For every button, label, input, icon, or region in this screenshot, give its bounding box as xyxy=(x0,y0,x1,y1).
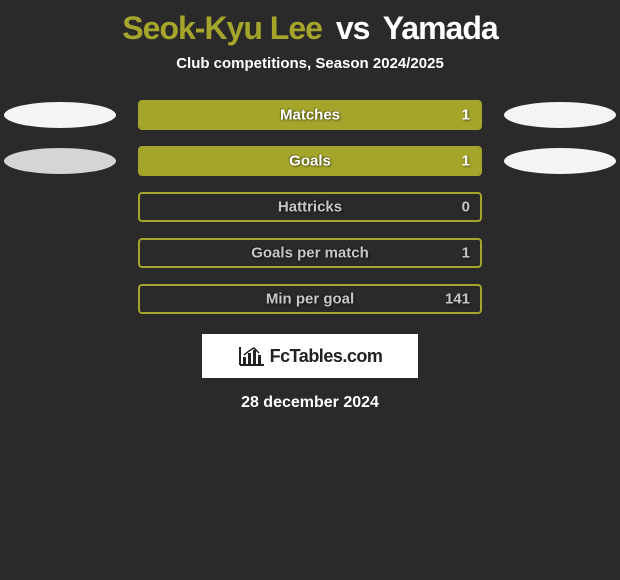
stat-value-right: 1 xyxy=(462,153,470,170)
stats-rows: Matches 1 Goals 1 Hattricks 0 Goals per match 1… xyxy=(0,100,620,314)
page-title: Seok-Kyu Lee vs Yamada xyxy=(122,10,497,47)
stat-bar: Goals 1 xyxy=(138,146,482,176)
stat-row: Matches 1 xyxy=(0,100,620,130)
subtitle: Club competitions, Season 2024/2025 xyxy=(176,55,444,72)
stat-value-right: 1 xyxy=(462,107,470,124)
comparison-widget: Seok-Kyu Lee vs Yamada Club competitions… xyxy=(0,0,620,412)
stat-value-right: 141 xyxy=(445,291,470,308)
stat-label: Goals xyxy=(289,153,331,170)
vs-separator: vs xyxy=(336,10,370,46)
stat-row: Min per goal 141 xyxy=(0,284,620,314)
stat-value-right: 0 xyxy=(462,199,470,216)
stat-value-right: 1 xyxy=(462,245,470,262)
bar-chart-icon xyxy=(238,345,266,367)
stat-bar: Hattricks 0 xyxy=(138,192,482,222)
stat-row: Goals per match 1 xyxy=(0,238,620,268)
left-ellipse xyxy=(4,102,116,128)
stat-label: Hattricks xyxy=(278,199,342,216)
right-ellipse xyxy=(504,148,616,174)
stat-label: Min per goal xyxy=(266,291,354,308)
player2-name: Yamada xyxy=(383,10,498,46)
stat-row: Goals 1 xyxy=(0,146,620,176)
logo-text: FcTables.com xyxy=(270,346,383,367)
stat-label: Matches xyxy=(280,107,340,124)
left-ellipse xyxy=(4,148,116,174)
player1-name: Seok-Kyu Lee xyxy=(122,10,322,46)
stat-bar: Min per goal 141 xyxy=(138,284,482,314)
right-ellipse xyxy=(504,102,616,128)
stat-bar: Matches 1 xyxy=(138,100,482,130)
stat-bar: Goals per match 1 xyxy=(138,238,482,268)
date-label: 28 december 2024 xyxy=(241,394,379,412)
stat-row: Hattricks 0 xyxy=(0,192,620,222)
stat-label: Goals per match xyxy=(251,245,369,262)
branding-logo[interactable]: FcTables.com xyxy=(202,334,418,378)
